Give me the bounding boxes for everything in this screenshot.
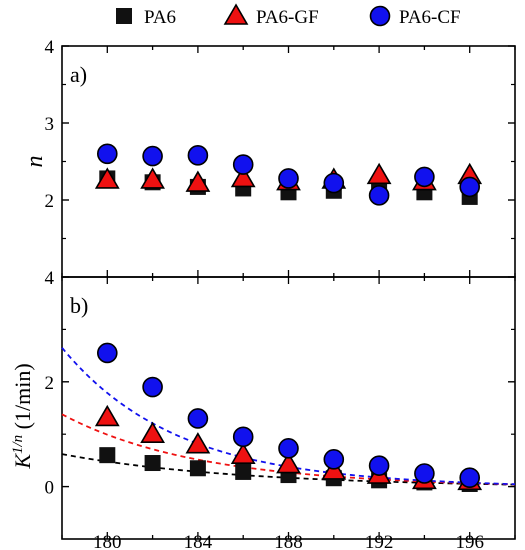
y-axis-title: K1/n (1/min) [10, 363, 35, 469]
point-pa6 [99, 447, 116, 464]
point-pa6 [144, 455, 161, 472]
point-pa6-gf [185, 170, 211, 192]
point-pa6-gf [366, 162, 392, 185]
series-pa6-cf [97, 143, 481, 206]
x-axis: 180 184 188 192 196 [93, 532, 484, 550]
point-pa6-cf [459, 176, 481, 198]
y-tick-label: 2 [45, 191, 55, 212]
panel-a: 2 3 4 a) n [22, 37, 516, 278]
legend-marker-pa6-gf [223, 3, 249, 25]
x-tick-label: 196 [455, 532, 484, 550]
x-tick-label: 192 [365, 532, 394, 550]
point-pa6-cf [187, 145, 209, 166]
legend-marker-pa6-cf [369, 5, 391, 27]
x-tick-label: 180 [93, 532, 122, 550]
point-pa6-gf [230, 165, 256, 188]
x-tick-label: 184 [184, 532, 213, 550]
point-pa6-cf [142, 145, 163, 167]
y-tick-label: 3 [45, 114, 55, 135]
point-pa6-gf [185, 432, 211, 454]
point-pa6-cf [142, 376, 163, 398]
point-pa6-gf [230, 442, 256, 464]
y-tick-label: 4 [45, 268, 55, 289]
point-pa6-cf [323, 172, 345, 194]
plot-frame [61, 45, 516, 278]
legend-entry-pa6-gf: PA6-GF [223, 3, 319, 28]
point-pa6-cf [368, 185, 390, 206]
x-tick-label: 188 [274, 532, 303, 550]
legend: PA6 PA6-GF PA6-CF [116, 3, 461, 28]
point-pa6-cf [414, 166, 435, 188]
y-axis-title: n [22, 156, 48, 168]
point-pa6-cf [232, 426, 254, 448]
point-pa6-cf [278, 168, 299, 189]
legend-label-pa6-gf: PA6-GF [256, 7, 319, 28]
point-pa6-gf [276, 451, 301, 474]
point-pa6-cf [97, 342, 118, 364]
y-tick-label: 4 [45, 37, 55, 58]
point-pa6-cf [97, 143, 118, 165]
point-pa6 [235, 463, 252, 480]
point-pa6-gf [94, 404, 120, 427]
plot-frame [61, 276, 516, 540]
point-pa6-cf [368, 455, 390, 476]
point-pa6-gf [140, 167, 165, 189]
legend-label-pa6: PA6 [144, 7, 176, 28]
legend-entry-pa6-cf: PA6-CF [369, 5, 461, 28]
legend-marker-pa6 [116, 8, 132, 24]
point-pa6-cf [232, 154, 254, 175]
panel-label: b) [70, 293, 88, 318]
y-tick-label: 0 [45, 478, 55, 499]
panel-label: a) [70, 62, 87, 87]
legend-entry-pa6: PA6 [116, 7, 176, 28]
point-pa6-cf [187, 408, 209, 429]
point-pa6-gf [94, 167, 120, 189]
series-pa6-cf [97, 342, 481, 488]
point-pa6-cf [323, 449, 345, 470]
y-tick-label: 2 [45, 373, 55, 394]
panel-b: 0 2 4 b) K1/n (1/min) [10, 268, 516, 540]
point-pa6 [189, 460, 206, 477]
point-pa6-gf [140, 421, 165, 444]
point-pa6-cf [278, 438, 299, 459]
point-pa6-cf [459, 467, 481, 488]
legend-label-pa6-cf: PA6-CF [399, 7, 461, 28]
point-pa6-cf [414, 463, 435, 484]
